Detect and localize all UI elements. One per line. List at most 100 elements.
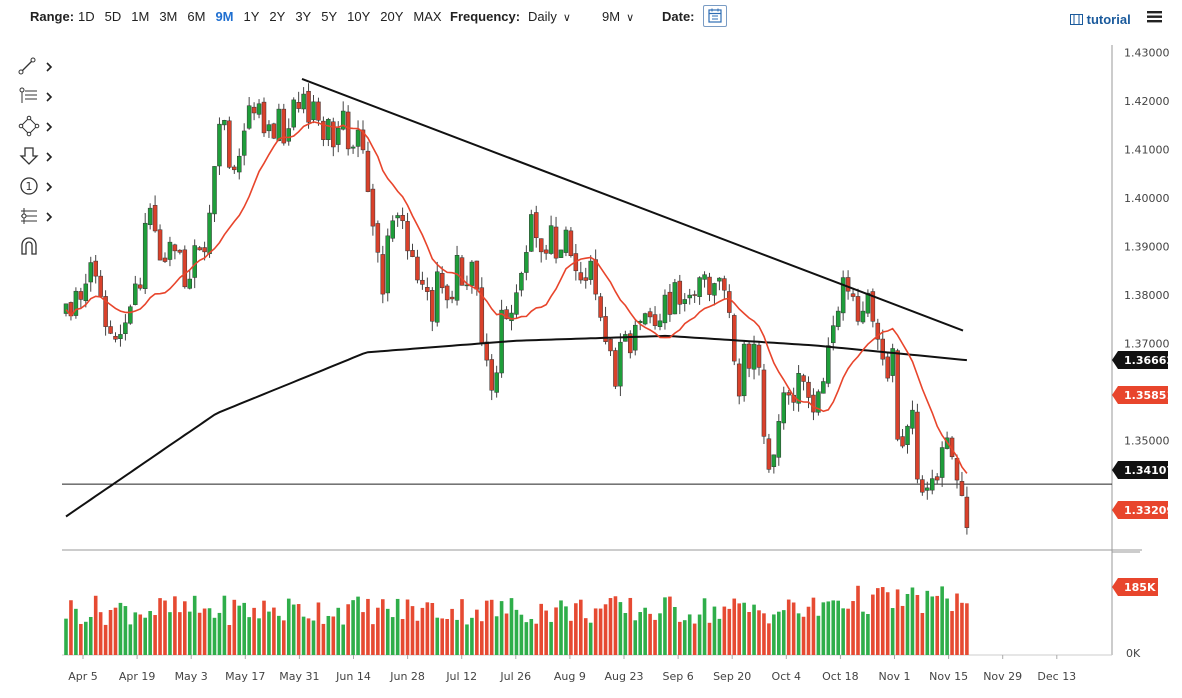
candle-body [920, 479, 925, 493]
candle-body [934, 476, 940, 481]
candle-body [133, 283, 138, 305]
candle-body [895, 350, 900, 440]
range-1d[interactable]: 1D [78, 9, 95, 24]
range-10y[interactable]: 10Y [347, 9, 371, 24]
hamburger-menu-icon[interactable] [1147, 10, 1162, 23]
arrow-tool-button[interactable] [18, 145, 58, 167]
candle-body [509, 312, 514, 322]
magnet-button[interactable] [18, 235, 58, 257]
volume-bar [638, 612, 642, 655]
x-tick-label: Oct 4 [772, 670, 802, 683]
candle-body [360, 129, 366, 151]
candle-body [93, 260, 98, 277]
volume-bar [613, 596, 618, 655]
candle-body [237, 155, 242, 173]
candle-body [430, 290, 435, 322]
candle-body [583, 277, 588, 281]
volume-bar [529, 618, 534, 655]
range-2y[interactable]: 2Y [269, 9, 286, 24]
frequency-select[interactable]: Daily ∨ [528, 9, 571, 24]
candle-body [850, 293, 856, 297]
volume-bar [390, 617, 395, 655]
volume-bar [663, 597, 667, 655]
range-9m[interactable]: 9M [215, 9, 234, 24]
volume-bar [465, 624, 469, 655]
candle-body [692, 294, 697, 296]
volume-bar [821, 602, 826, 655]
volume-bar [475, 609, 479, 655]
volume-bar [687, 614, 692, 655]
x-tick-label: Nov 1 [879, 670, 911, 683]
volume-bar [252, 607, 256, 655]
candle-body [370, 188, 376, 227]
candle-body [534, 212, 539, 239]
candle-body [469, 261, 475, 286]
range-max[interactable]: MAX [413, 9, 442, 24]
volume-bar [74, 608, 78, 655]
candle-body [578, 272, 584, 281]
candle-body [900, 436, 905, 447]
candle-body [286, 128, 291, 142]
range-1y[interactable]: 1Y [243, 9, 260, 24]
volume-bar [455, 619, 459, 655]
volume-bar [692, 623, 697, 655]
candle-body [246, 105, 252, 129]
candle-body [959, 481, 965, 496]
candle-body [618, 341, 623, 387]
range-3y[interactable]: 3Y [295, 9, 312, 24]
candle-body [682, 299, 687, 304]
candle-body [128, 306, 133, 324]
candle-body [608, 338, 613, 352]
volume-bar [747, 612, 751, 655]
candle-body [103, 296, 108, 327]
range-5y[interactable]: 5Y [321, 9, 338, 24]
shape-tool-button[interactable] [18, 115, 58, 137]
candle-body [316, 101, 321, 121]
volume-bar [697, 614, 702, 655]
candle-body [98, 275, 103, 297]
range-1m[interactable]: 1M [131, 9, 150, 24]
annotation-tool-button[interactable]: 1 [18, 175, 58, 197]
volume-bar [326, 615, 331, 655]
volume-bar [331, 616, 336, 655]
volume-bar [960, 602, 964, 655]
candle-body [811, 394, 816, 413]
volume-bar [381, 599, 385, 655]
candle-body [326, 119, 331, 140]
candle-body [702, 274, 707, 280]
price-tag-value: 1.34107 [1124, 464, 1174, 477]
candle-body [123, 322, 128, 335]
range-3m[interactable]: 3M [159, 9, 178, 24]
calendar-button[interactable] [703, 5, 727, 27]
candle-body [142, 222, 148, 289]
price-tag-value: 1.33209 [1124, 504, 1174, 517]
volume-bar [772, 614, 776, 655]
volume-zero-label: 0K [1126, 647, 1141, 660]
volume-bar [311, 620, 316, 655]
tutorial-link[interactable]: tutorial [1070, 12, 1131, 27]
range-6m[interactable]: 6M [187, 9, 206, 24]
candle-body [890, 348, 895, 376]
volume-bar [178, 612, 182, 655]
candle-body [558, 249, 564, 258]
line-tool-button[interactable] [18, 55, 58, 77]
volume-bar [247, 617, 251, 655]
candle-body [147, 207, 153, 225]
volume-bar [583, 618, 588, 655]
measure-tool-button[interactable] [18, 205, 58, 227]
volume-bar [524, 622, 529, 655]
candle-body [831, 325, 836, 344]
volume-bar [900, 605, 905, 655]
candle-body [875, 322, 881, 340]
volume-bar [385, 608, 390, 655]
candle-body [840, 277, 846, 314]
volume-bar [940, 586, 944, 655]
volume-bar [366, 598, 370, 655]
volume-bar [187, 611, 192, 655]
period-select[interactable]: 9M ∨ [602, 9, 634, 24]
x-tick-label: Apr 19 [119, 670, 156, 683]
range-5d[interactable]: 5D [104, 9, 122, 24]
fib-tool-button[interactable] [18, 85, 58, 107]
range-20y[interactable]: 20Y [380, 9, 404, 24]
candle-body [771, 454, 777, 467]
